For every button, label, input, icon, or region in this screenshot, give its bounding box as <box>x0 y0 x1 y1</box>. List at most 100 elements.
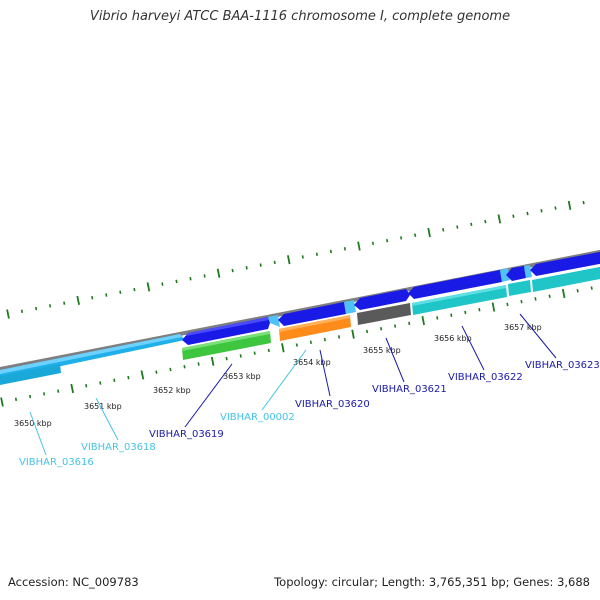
leader-vibhar-03619 <box>184 363 233 428</box>
outer-tick-37 <box>526 211 529 216</box>
genome-summary-text: Topology: circular; Length: 3,765,351 bp… <box>274 575 590 589</box>
outer-tick-5 <box>76 295 80 305</box>
inner-tick-35 <box>491 302 496 312</box>
tick-label-3653: 3653 kbp <box>223 372 261 381</box>
cds-feature-light-blue-top <box>0 334 182 374</box>
cds-feature-orange-top <box>279 315 350 332</box>
reverse-strand-features <box>0 266 600 386</box>
gene-label-vibhar-03621[interactable]: VIBHAR_03621 <box>372 384 447 395</box>
outer-tick-18 <box>259 263 262 267</box>
inner-tick-18 <box>253 351 256 355</box>
inner-tick-16 <box>225 356 228 361</box>
outer-tick-29 <box>414 233 417 237</box>
inner-tick-ring <box>0 286 593 407</box>
outer-tick-41 <box>582 200 585 205</box>
outer-tick-16 <box>231 268 234 273</box>
outer-tick-30 <box>427 227 431 238</box>
cds-feature-orange <box>279 315 351 341</box>
cds-feature-blue-3 <box>354 289 410 310</box>
outer-tick-28 <box>400 236 403 240</box>
inner-tick-9 <box>127 375 130 380</box>
outer-tick-4 <box>63 301 66 305</box>
gene-label-vibhar-03623[interactable]: VIBHAR_03623 <box>525 360 600 371</box>
outer-tick-0 <box>6 309 10 319</box>
inner-tick-26 <box>365 329 369 334</box>
cds-feature-gray <box>357 303 411 325</box>
outer-tick-23 <box>329 249 332 254</box>
outer-tick-22 <box>315 252 318 256</box>
outer-tick-21 <box>301 255 304 259</box>
inner-tick-29 <box>408 321 411 326</box>
outer-tick-7 <box>105 293 108 297</box>
tick-label-3650: 3650 kbp <box>14 419 52 428</box>
tick-label-3655: 3655 kbp <box>363 346 401 355</box>
forward-strand-features <box>0 251 600 379</box>
cds-feature-blue-6 <box>530 251 600 276</box>
outer-tick-ring <box>6 200 585 319</box>
inner-tick-30 <box>421 316 425 326</box>
outer-tick-15 <box>216 268 221 278</box>
gene-label-vibhar-03619[interactable]: VIBHAR_03619 <box>149 429 224 440</box>
cds-feature-light-blue-4 <box>500 268 510 282</box>
inner-tick-13 <box>183 365 186 369</box>
outer-tick-12 <box>175 279 178 284</box>
outer-tick-9 <box>133 287 136 292</box>
leader-vibhar-03616 <box>29 411 47 456</box>
inner-tick-11 <box>155 370 158 374</box>
cds-feature-light-blue-5 <box>524 265 532 278</box>
cds-feature-green-top <box>182 331 270 351</box>
inner-tick-27 <box>380 327 383 331</box>
inner-tick-28 <box>394 324 397 328</box>
inner-tick-2 <box>29 394 32 399</box>
inner-tick-15 <box>210 356 215 366</box>
outer-tick-31 <box>442 228 445 232</box>
leader-vibhar-00002 <box>261 349 307 411</box>
tick-label-3657: 3657 kbp <box>504 323 542 332</box>
inner-tick-32 <box>450 313 453 317</box>
outer-tick-11 <box>161 282 164 286</box>
gene-label-vibhar-03622[interactable]: VIBHAR_03622 <box>448 372 523 383</box>
leader-vibhar-03623 <box>519 313 557 359</box>
gene-labels: VIBHAR_03616 VIBHAR_03618 VIBHAR_03619 V… <box>19 360 600 468</box>
inner-tick-20 <box>281 343 285 353</box>
tick-label-3654: 3654 kbp <box>293 358 331 367</box>
inner-tick-31 <box>436 316 439 320</box>
outer-tick-19 <box>273 260 276 265</box>
inner-tick-10 <box>140 370 145 380</box>
gene-label-vibhar-03620[interactable]: VIBHAR_03620 <box>295 399 370 410</box>
inner-tick-34 <box>478 308 481 312</box>
outer-tick-6 <box>91 295 94 300</box>
inner-tick-25 <box>351 329 355 339</box>
inner-tick-14 <box>197 362 200 366</box>
inner-tick-24 <box>337 335 341 339</box>
cds-feature-blue-5 <box>506 266 526 281</box>
inner-tick-38 <box>534 297 537 301</box>
inner-tick-37 <box>520 299 523 304</box>
cds-feature-light-blue-2 <box>268 315 280 327</box>
inner-tick-41 <box>576 289 579 293</box>
inner-tick-0 <box>0 397 4 407</box>
inner-tick-17 <box>239 354 242 358</box>
cds-feature-blue-4 <box>408 270 502 299</box>
gene-label-vibhar-00002[interactable]: VIBHAR_00002 <box>220 412 295 423</box>
inner-tick-12 <box>169 367 172 372</box>
outer-tick-40 <box>567 200 572 210</box>
inner-tick-33 <box>464 310 467 315</box>
gene-label-vibhar-03616[interactable]: VIBHAR_03616 <box>19 457 94 468</box>
cds-feature-blue-1-top <box>186 317 269 336</box>
outer-tick-3 <box>49 304 52 308</box>
inner-tick-1 <box>14 397 18 402</box>
outer-tick-2 <box>35 306 38 311</box>
inner-tick-6 <box>85 384 88 388</box>
leader-vibhar-03621 <box>385 337 405 383</box>
inner-tick-22 <box>309 340 312 345</box>
inner-tick-5 <box>70 383 74 394</box>
outer-tick-32 <box>456 225 459 229</box>
cds-feature-cyan-far-left <box>0 364 61 386</box>
inner-tick-21 <box>295 343 298 347</box>
outer-tick-34 <box>484 219 487 224</box>
outer-tick-25 <box>357 241 361 251</box>
gene-label-vibhar-03618[interactable]: VIBHAR_03618 <box>81 442 156 453</box>
inner-tick-40 <box>561 288 566 299</box>
